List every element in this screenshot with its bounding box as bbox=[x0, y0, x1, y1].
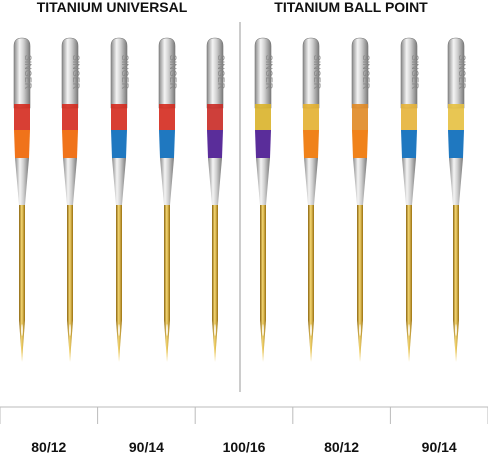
bottom-color bbox=[352, 130, 368, 162]
top-color bbox=[62, 104, 78, 130]
needle-shank bbox=[400, 37, 418, 109]
needle-shank bbox=[158, 37, 176, 109]
needle-taper bbox=[402, 158, 416, 205]
bottom-color bbox=[14, 130, 30, 162]
needle-blade bbox=[260, 205, 266, 362]
top-color bbox=[448, 104, 464, 130]
needle-eye bbox=[166, 324, 168, 336]
needle-blade bbox=[308, 205, 314, 362]
top-color bbox=[401, 104, 417, 130]
needle-eye bbox=[310, 324, 312, 336]
top-color bbox=[352, 104, 368, 130]
needle-eye bbox=[262, 324, 264, 336]
needle-eye bbox=[69, 324, 71, 336]
needle-taper bbox=[353, 158, 367, 205]
bottom-color bbox=[401, 130, 417, 162]
needle-eye bbox=[408, 324, 410, 336]
bottom-color bbox=[62, 130, 78, 162]
needle-taper bbox=[112, 158, 126, 205]
bottom-color bbox=[303, 130, 319, 162]
needle-marking: SINGER bbox=[71, 55, 81, 90]
needle-marking: SINGER bbox=[216, 55, 226, 90]
needle-taper bbox=[449, 158, 463, 205]
needle-marking: SINGER bbox=[361, 55, 371, 90]
top-color bbox=[303, 104, 319, 130]
needle: SINGER bbox=[158, 37, 178, 362]
needle: SINGER bbox=[351, 37, 371, 362]
needle-shank bbox=[254, 37, 272, 109]
left-title: TITANIUM UNIVERSAL bbox=[37, 0, 188, 15]
needle-blade bbox=[357, 205, 363, 362]
size-label: 100/16 bbox=[223, 439, 266, 455]
needle-marking: SINGER bbox=[264, 55, 274, 90]
needle-marking: SINGER bbox=[312, 55, 322, 90]
needle-shank bbox=[206, 37, 224, 109]
needle-taper bbox=[15, 158, 29, 205]
needle-eye bbox=[21, 324, 23, 336]
top-color bbox=[14, 104, 30, 130]
needle-blade bbox=[212, 205, 218, 362]
needle: SINGER bbox=[400, 37, 420, 362]
needle: SINGER bbox=[254, 37, 274, 362]
bottom-color bbox=[207, 130, 223, 162]
needle-shank bbox=[61, 37, 79, 109]
needle: SINGER bbox=[206, 37, 226, 362]
needle-blade bbox=[19, 205, 25, 362]
needle-blade bbox=[406, 205, 412, 362]
needle-eye bbox=[118, 324, 120, 336]
needle: SINGER bbox=[447, 37, 467, 362]
needle-eye bbox=[455, 324, 457, 336]
needle-taper bbox=[304, 158, 318, 205]
right-title: TITANIUM BALL POINT bbox=[274, 0, 428, 15]
needle: SINGER bbox=[61, 37, 81, 362]
needle: SINGER bbox=[110, 37, 130, 362]
bottom-color bbox=[448, 130, 464, 162]
needle: SINGER bbox=[302, 37, 322, 362]
needle-shank bbox=[110, 37, 128, 109]
needle-eye bbox=[359, 324, 361, 336]
needle-taper bbox=[160, 158, 174, 205]
needle-shank bbox=[13, 37, 31, 109]
needle-marking: SINGER bbox=[410, 55, 420, 90]
needle-marking: SINGER bbox=[457, 55, 467, 90]
needle-shank bbox=[447, 37, 465, 109]
needle-marking: SINGER bbox=[23, 55, 33, 90]
size-label: 80/12 bbox=[324, 439, 359, 455]
needle-blade bbox=[116, 205, 122, 362]
needle-blade bbox=[453, 205, 459, 362]
size-labels: 80/12 90/14 100/16 80/12 90/14 bbox=[0, 407, 488, 455]
size-label: 80/12 bbox=[31, 439, 66, 455]
bottom-color bbox=[255, 130, 271, 162]
top-color bbox=[207, 104, 223, 130]
needle-taper bbox=[256, 158, 270, 205]
needle-marking: SINGER bbox=[168, 55, 178, 90]
needle-blade bbox=[164, 205, 170, 362]
top-color bbox=[255, 104, 271, 130]
top-color bbox=[159, 104, 175, 130]
needle-taper bbox=[208, 158, 222, 205]
bottom-color bbox=[111, 130, 127, 162]
needle: SINGER bbox=[13, 37, 33, 362]
needle-taper bbox=[63, 158, 77, 205]
needle-shank bbox=[302, 37, 320, 109]
top-color bbox=[111, 104, 127, 130]
needle-shank bbox=[351, 37, 369, 109]
size-label: 90/14 bbox=[129, 439, 164, 455]
needle-blade bbox=[67, 205, 73, 362]
needles: SINGER SINGER SINGER SINGER SINGER SINGER SING… bbox=[13, 37, 467, 362]
needle-eye bbox=[214, 324, 216, 336]
bottom-color bbox=[159, 130, 175, 162]
needle-marking: SINGER bbox=[120, 55, 130, 90]
size-label: 90/14 bbox=[422, 439, 457, 455]
